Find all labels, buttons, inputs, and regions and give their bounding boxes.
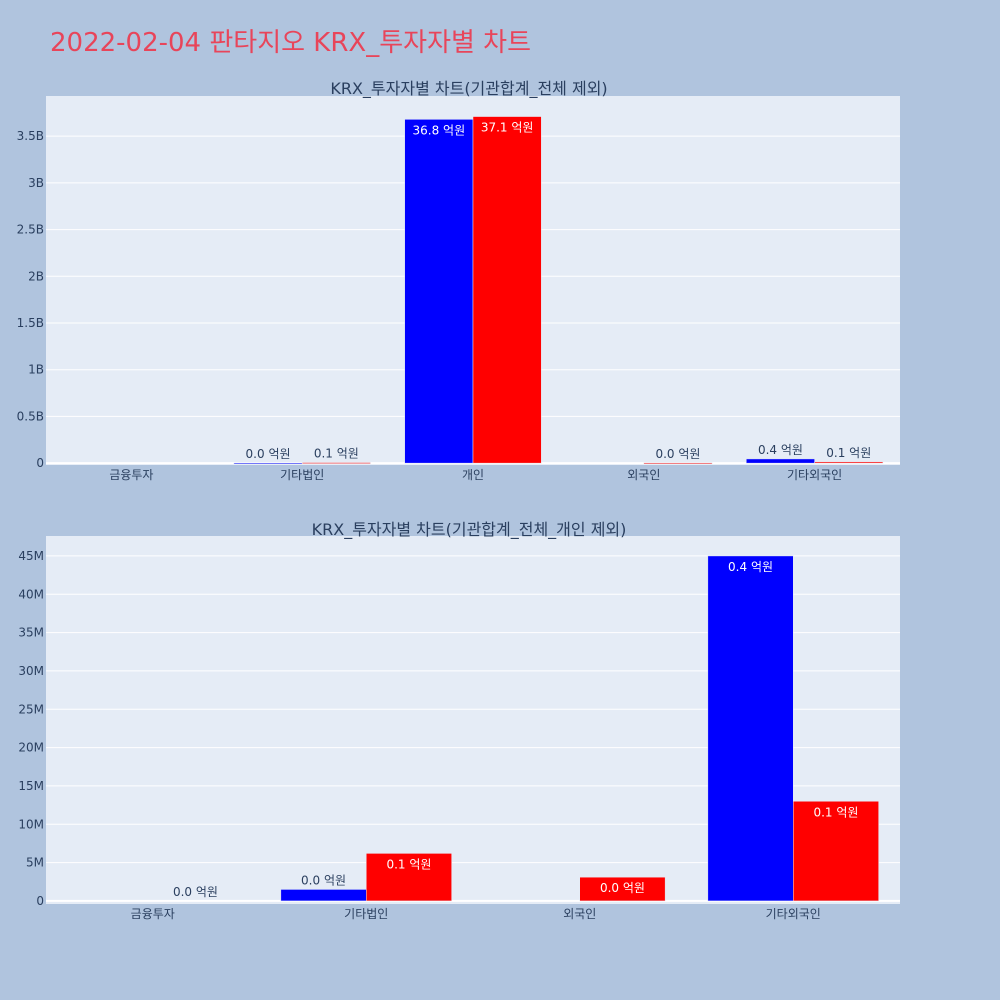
x-tick-label: 기타법인 (344, 907, 388, 921)
y-tick-label: 0 (36, 456, 44, 470)
y-tick-label: 40M (18, 587, 44, 601)
data-label: 0.0 억원 (655, 447, 700, 461)
bar (233, 462, 303, 465)
page-title: 2022-02-04 판타지오 KRX_투자자별 차트 (50, 28, 532, 58)
y-tick-label: 30M (18, 664, 44, 678)
bar (366, 853, 452, 902)
bar (404, 119, 474, 464)
y-tick-label: 1.5B (17, 316, 44, 330)
chart-title: KRX_투자자별 차트(기관합계_전체 제외) (330, 79, 607, 99)
y-tick-label: 5M (26, 856, 44, 870)
bar (579, 876, 666, 902)
y-tick-label: 2.5B (17, 223, 44, 237)
y-tick-label: 20M (18, 741, 44, 755)
data-label: 0.0 억원 (600, 881, 645, 895)
data-label: 0.1 억원 (813, 805, 858, 819)
x-tick-label: 개인 (462, 468, 484, 482)
bar (643, 462, 713, 465)
bar (301, 462, 371, 464)
bar (472, 116, 542, 464)
bar (707, 555, 794, 902)
data-label: 0.4 억원 (758, 443, 803, 457)
data-label: 0.1 억원 (826, 446, 871, 460)
data-label: 0.0 억원 (173, 885, 218, 899)
bar (746, 458, 815, 464)
y-tick-label: 0.5B (17, 409, 44, 423)
x-tick-label: 기타외국인 (766, 907, 821, 921)
x-tick-label: 금융투자 (109, 468, 153, 482)
data-label: 37.1 억원 (481, 121, 534, 135)
x-tick-label: 금융투자 (131, 907, 175, 921)
y-tick-label: 1B (28, 363, 44, 377)
bar (280, 889, 367, 902)
y-tick-label: 35M (18, 626, 44, 640)
data-label: 0.4 억원 (728, 560, 773, 574)
y-tick-label: 45M (18, 549, 44, 563)
bar (814, 461, 884, 464)
bar (793, 801, 879, 902)
x-tick-label: 외국인 (627, 468, 660, 482)
data-label: 0.1 억원 (386, 857, 431, 871)
data-label: 0.1 억원 (314, 447, 359, 461)
chart-title: KRX_투자자별 차트(기관합계_전체_개인 제외) (312, 520, 627, 540)
chart-investor-total: KRX_투자자별 차트(기관합계_전체 제외) 0 0.5B 1B 1.5B 2B 2.5B… (17, 79, 900, 482)
data-label: 0.0 억원 (246, 447, 291, 461)
y-tick-label: 15M (18, 779, 44, 793)
x-tick-label: 외국인 (563, 907, 596, 921)
y-tick-label: 2B (28, 269, 44, 283)
data-label: 0.0 억원 (301, 873, 346, 887)
y-tick-label: 3.5B (17, 129, 44, 143)
y-tick-label: 3B (28, 176, 44, 190)
chart-investor-excl-individual: KRX_투자자별 차트(기관합계_전체_개인 제외) 0 5M 10M 15M 20M 25… (18, 520, 900, 921)
y-tick-label: 10M (18, 817, 44, 831)
y-tick-label: 25M (18, 702, 44, 716)
y-tick-label: 0 (36, 894, 44, 908)
x-tick-label: 기타법인 (280, 468, 324, 482)
data-label: 36.8 억원 (413, 123, 466, 137)
x-tick-label: 기타외국인 (787, 468, 842, 482)
